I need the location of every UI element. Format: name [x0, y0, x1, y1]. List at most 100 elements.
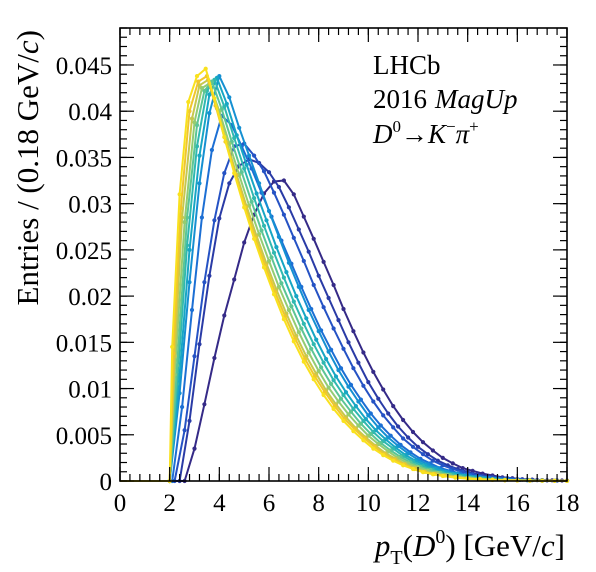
data-point: [381, 387, 386, 392]
x-tick-label: 0: [114, 490, 127, 517]
data-point: [356, 399, 361, 404]
data-point: [401, 417, 406, 423]
data-point: [361, 418, 366, 423]
data-point: [321, 392, 326, 398]
x-label-sup: 0: [435, 526, 445, 548]
data-point: [281, 178, 286, 183]
data-point: [314, 337, 319, 342]
data-point: [324, 356, 329, 362]
data-point: [207, 92, 212, 97]
data-point: [296, 227, 301, 232]
data-point: [311, 236, 316, 241]
experiment-label: LHCb: [373, 50, 441, 80]
data-point: [396, 424, 401, 429]
decay-pi: π: [456, 119, 471, 149]
data-point: [247, 153, 252, 158]
data-point: [351, 429, 356, 434]
data-point: [311, 377, 316, 382]
data-point: [338, 396, 344, 401]
x-tick-label: 8: [312, 490, 325, 517]
data-point: [371, 369, 376, 374]
y-tick-label: 0: [100, 469, 113, 496]
data-point: [232, 277, 237, 282]
data-point: [401, 436, 406, 441]
data-point: [341, 346, 346, 351]
data-point: [336, 368, 341, 373]
data-point: [356, 423, 361, 428]
data-point: [291, 299, 296, 304]
data-point: [232, 135, 237, 141]
data-point: [212, 218, 217, 223]
decay-pi-sup: +: [469, 117, 479, 136]
x-tick-label: 12: [406, 490, 431, 517]
axes-layer: 0 2 4 6 8 10 12 14 16 18 0 0.005 0.01 0.015 0.02 0.025 0…: [56, 27, 580, 517]
data-point: [192, 354, 197, 359]
data-point: [311, 282, 316, 288]
data-point: [371, 399, 376, 404]
data-point: [331, 406, 336, 411]
data-point: [291, 339, 296, 344]
data-point: [381, 453, 386, 458]
data-point: [222, 313, 227, 318]
data-point: [202, 280, 207, 285]
data-point: [343, 390, 349, 395]
data-point: [196, 79, 201, 84]
data-point: [271, 250, 277, 255]
data-point: [194, 123, 200, 128]
data-point: [187, 418, 192, 423]
data-point: [199, 86, 204, 91]
data-point: [366, 380, 371, 385]
x-tick-label: 14: [455, 490, 481, 517]
x-tick-label: 2: [163, 490, 176, 517]
y-tick-label: 0.005: [56, 423, 112, 450]
data-point: [252, 153, 257, 158]
data-point: [440, 463, 445, 468]
data-point: [351, 329, 356, 334]
data-point: [391, 458, 396, 463]
data-point: [453, 475, 458, 480]
data-point: [194, 74, 200, 79]
data-point: [274, 245, 279, 250]
data-point: [222, 135, 227, 140]
data-point: [420, 470, 426, 475]
data-point: [252, 196, 257, 201]
data-point: [341, 418, 346, 423]
data-point: [227, 95, 232, 100]
data-point: [356, 360, 361, 365]
data-point: [284, 270, 289, 275]
data-point: [177, 192, 182, 197]
data-point: [353, 404, 358, 409]
plot-frame: [119, 27, 568, 482]
data-point: [202, 402, 207, 407]
data-point: [276, 234, 281, 239]
data-point: [232, 171, 237, 176]
data-point: [301, 258, 306, 264]
series-layer: [120, 66, 570, 484]
data-point: [415, 444, 421, 449]
x-tick-label: 16: [505, 490, 530, 517]
data-point: [440, 473, 445, 479]
data-point: [430, 458, 435, 463]
decay-d-sup: 0: [393, 117, 402, 136]
data-point: [259, 228, 264, 233]
x-tick-label: 4: [213, 490, 226, 517]
x-label-c: c: [541, 528, 555, 563]
data-point: [192, 446, 197, 451]
x-label-open: (: [403, 528, 413, 563]
data-point: [286, 205, 291, 210]
data-point: [207, 111, 212, 116]
x-label-p: p: [373, 528, 391, 563]
data-point: [217, 216, 222, 221]
data-point: [376, 425, 381, 430]
data-point: [304, 316, 309, 321]
data-point: [266, 258, 272, 264]
data-point: [316, 329, 321, 334]
data-point: [266, 170, 272, 175]
data-point: [266, 208, 272, 214]
x-tick-label: 10: [356, 490, 381, 517]
data-point: [222, 171, 227, 176]
data-point: [197, 342, 202, 347]
x-label-close: ) [GeV/: [445, 528, 541, 563]
data-point: [281, 275, 286, 280]
data-point: [186, 99, 191, 105]
